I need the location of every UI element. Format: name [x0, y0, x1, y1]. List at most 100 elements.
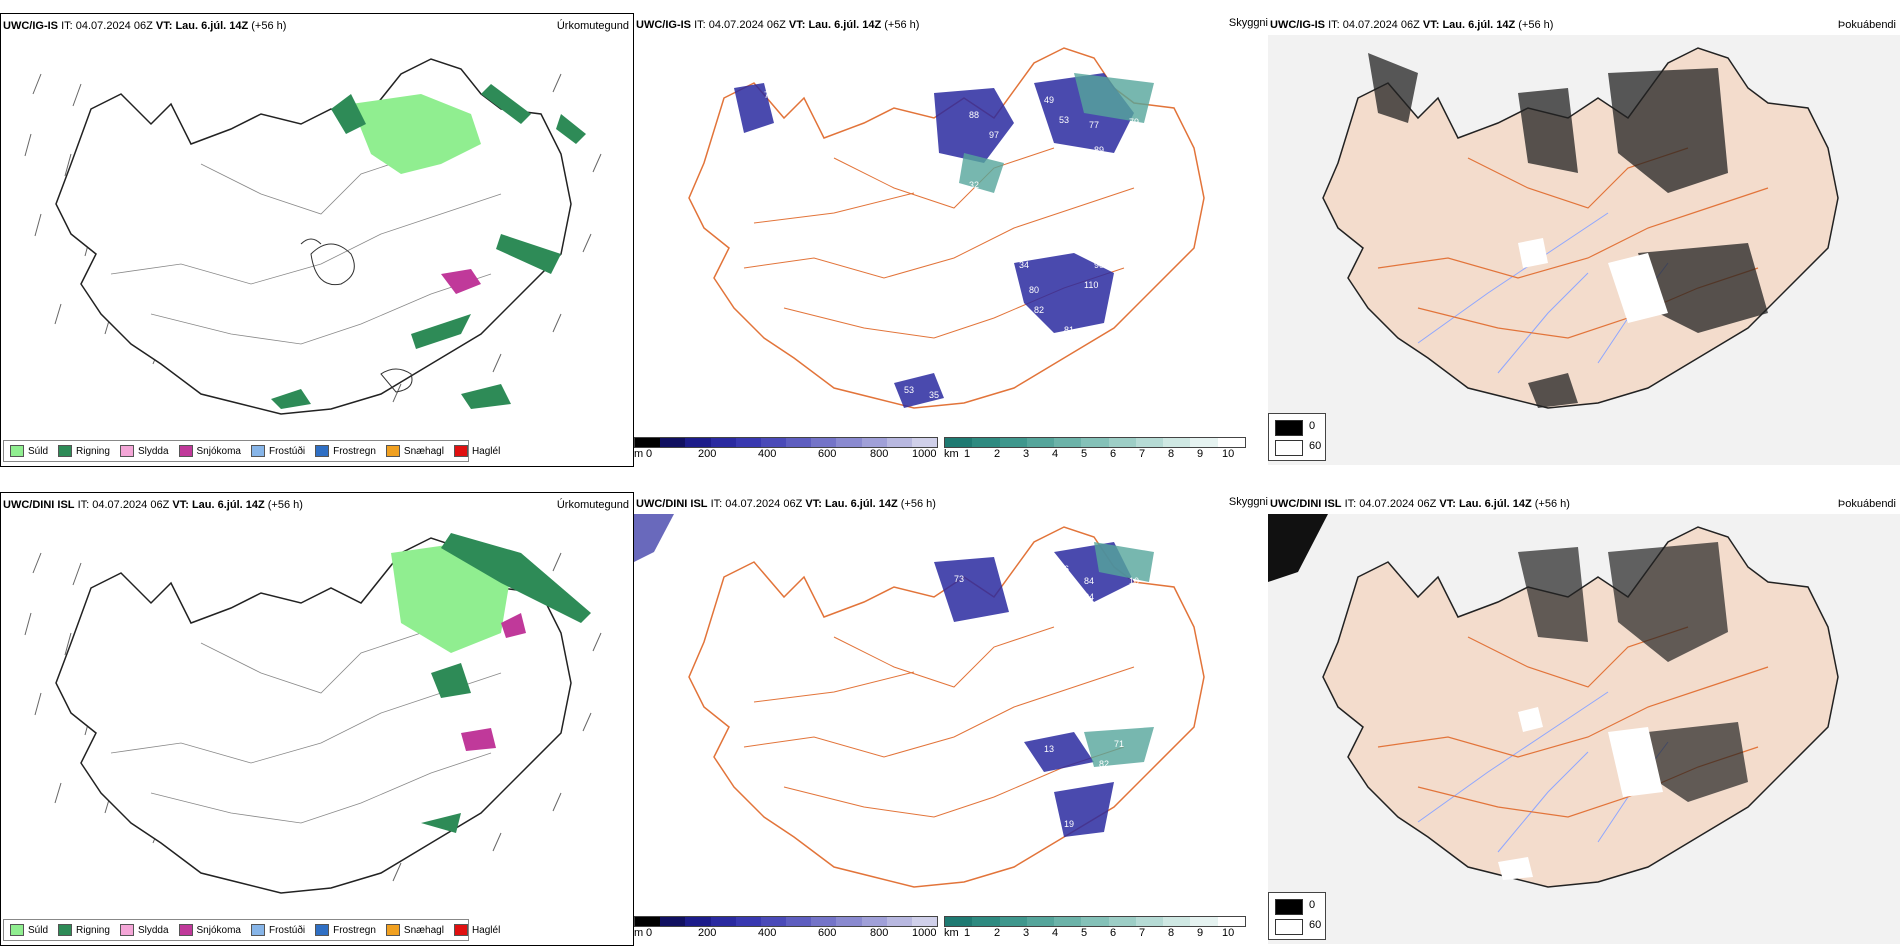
vt-label: VT:: [155, 20, 173, 32]
model-name: UWC/IG-IS: [636, 19, 691, 31]
cbar-step: [635, 438, 661, 447]
cloud-base-label: 77: [1089, 120, 1099, 130]
legend-label: Súld: [28, 445, 49, 457]
iceland-outline: [55, 58, 572, 415]
cbar-step: [1081, 917, 1109, 926]
height-colorbar: m 0 200 400 600 800 1000: [634, 437, 944, 463]
legend-swatch: [385, 445, 400, 457]
drizzle-area: [351, 94, 481, 174]
legend-label: Slydda: [137, 924, 169, 936]
cloud-base-label: 90: [1094, 260, 1104, 270]
cbar-step: [660, 917, 686, 926]
it-value: 04.07.2024 06Z: [1359, 498, 1437, 510]
visibility-colorbar-bar: [944, 916, 1246, 927]
precip-panel-title: Úrkomutegund: [556, 499, 629, 511]
cbar-step: [999, 917, 1027, 926]
glacier-outlines: [300, 238, 413, 393]
model-name: UWC/DINI ISL: [636, 498, 708, 510]
cbar-step: [1135, 917, 1164, 926]
cloud-base-label: 56: [1059, 564, 1069, 574]
cbar-tick: 2: [994, 927, 1001, 939]
legend-swatch: [315, 445, 330, 457]
it-value: 04.07.2024 06Z: [1342, 19, 1420, 31]
lead-time: (+56 h): [1518, 19, 1554, 31]
cloud-base-label: 82: [1034, 305, 1044, 315]
legend-item: Frostregn: [315, 445, 376, 457]
cbar-tick: 1: [964, 448, 971, 460]
it-value: 04.07.2024 06Z: [725, 498, 803, 510]
visibility-panel-title: Skyggni: [1228, 17, 1268, 29]
lead-time: (+56 h): [1534, 498, 1570, 510]
cloud-base-label: 89: [1094, 145, 1104, 155]
fog-indicator-map: [1268, 35, 1900, 465]
legend-swatch: [250, 445, 265, 457]
cbar-step: [1217, 917, 1245, 926]
cloud-base-label: 110: [1084, 280, 1098, 290]
cbar-tick: 5: [1081, 448, 1088, 460]
cbar-step: [1163, 438, 1191, 447]
cbar-tick: 0: [646, 927, 653, 939]
precip-legend: Súld Rigning Slydda Snjókoma Frostúði Fr…: [3, 440, 500, 462]
legend-label: Frostúði: [268, 445, 306, 457]
cbar-step: [836, 917, 862, 926]
model-name: UWC/DINI ISL: [3, 499, 75, 511]
cloud-base-label: 34: [1019, 260, 1029, 270]
map-header: UWC/IG-IS IT: 04.07.2024 06Z VT: Lau. 6.…: [3, 20, 286, 32]
cbar-unit: km: [944, 448, 959, 460]
legend-item: Haglél: [453, 924, 500, 936]
precip-type-map: [24, 533, 602, 894]
cbar-step: [1135, 438, 1164, 447]
cbar-step: [735, 917, 761, 926]
rain-area-south: [271, 384, 511, 409]
fog-indicator-map: [1268, 514, 1900, 944]
roads: [743, 147, 1135, 339]
fog-key-dark-swatch: [1275, 899, 1303, 915]
cbar-tick: 10: [1222, 927, 1235, 939]
legend-swatch: [315, 924, 330, 936]
it-value: 04.07.2024 06Z: [75, 20, 153, 32]
fog-panel-title: Þokuábendi: [1837, 19, 1896, 31]
cbar-step: [760, 438, 787, 447]
cloud-base-map: 76 49 53 77 79 88 89 97 32 84 33 34 80 9…: [688, 47, 1205, 409]
it-label: IT:: [694, 19, 706, 31]
fog-panel-title: Þokuábendi: [1837, 498, 1896, 510]
vt-label: VT:: [172, 499, 189, 511]
cbar-step: [886, 438, 912, 447]
lead-time: (+56 h): [267, 499, 303, 511]
cloud-base-label: 33: [944, 240, 954, 250]
cbar-tick: 200: [698, 927, 717, 939]
cbar-step: [685, 438, 711, 447]
cbar-step: [999, 438, 1027, 447]
cbar-tick: 6: [1110, 448, 1117, 460]
legend-item: Rigning: [58, 445, 110, 457]
legend-label: Súld: [28, 924, 49, 936]
height-colorbar-bar: [634, 437, 938, 448]
corner-cloud: [634, 514, 674, 562]
vt-value: Lau. 6.júl. 14Z: [808, 19, 882, 31]
cbar-tick: 4: [1052, 448, 1059, 460]
cloud-base-label: 22: [1029, 634, 1039, 644]
fog-key: 0 60: [1268, 413, 1326, 461]
roads: [110, 153, 502, 345]
cbar-step: [945, 438, 973, 447]
fog-key-dark-swatch: [1275, 420, 1303, 436]
model-name: UWC/DINI ISL: [1270, 498, 1342, 510]
cloud-base-label: 84: [1084, 592, 1094, 602]
fog-key-light-swatch: [1275, 440, 1303, 456]
it-label: IT:: [1328, 19, 1340, 31]
visibility-colorbar: km 1 2 3 4 5 6 7 8 9 10: [944, 437, 1256, 463]
lead-time: (+56 h): [251, 20, 287, 32]
cloud-base-panel-bottom: 73 56 84 84 10 22 02 13 71 82 19 UWC/DIN…: [634, 492, 1268, 944]
legend-item: Rigning: [58, 924, 110, 936]
cbar-tick: 600: [818, 927, 837, 939]
legend-swatch: [385, 924, 400, 936]
cbar-step: [836, 438, 862, 447]
cbar-step: [861, 917, 887, 926]
fog-dark-area: [1518, 542, 1748, 802]
fog-indicator-panel-top: UWC/IG-IS IT: 04.07.2024 06Z VT: Lau. 6.…: [1268, 13, 1900, 465]
visibility-colorbar-bar: [944, 437, 1246, 448]
cloud-base-label: 76: [764, 90, 774, 100]
legend-label: Frostregn: [333, 924, 376, 936]
vt-label: VT:: [1439, 498, 1456, 510]
cbar-unit: m: [634, 927, 644, 939]
